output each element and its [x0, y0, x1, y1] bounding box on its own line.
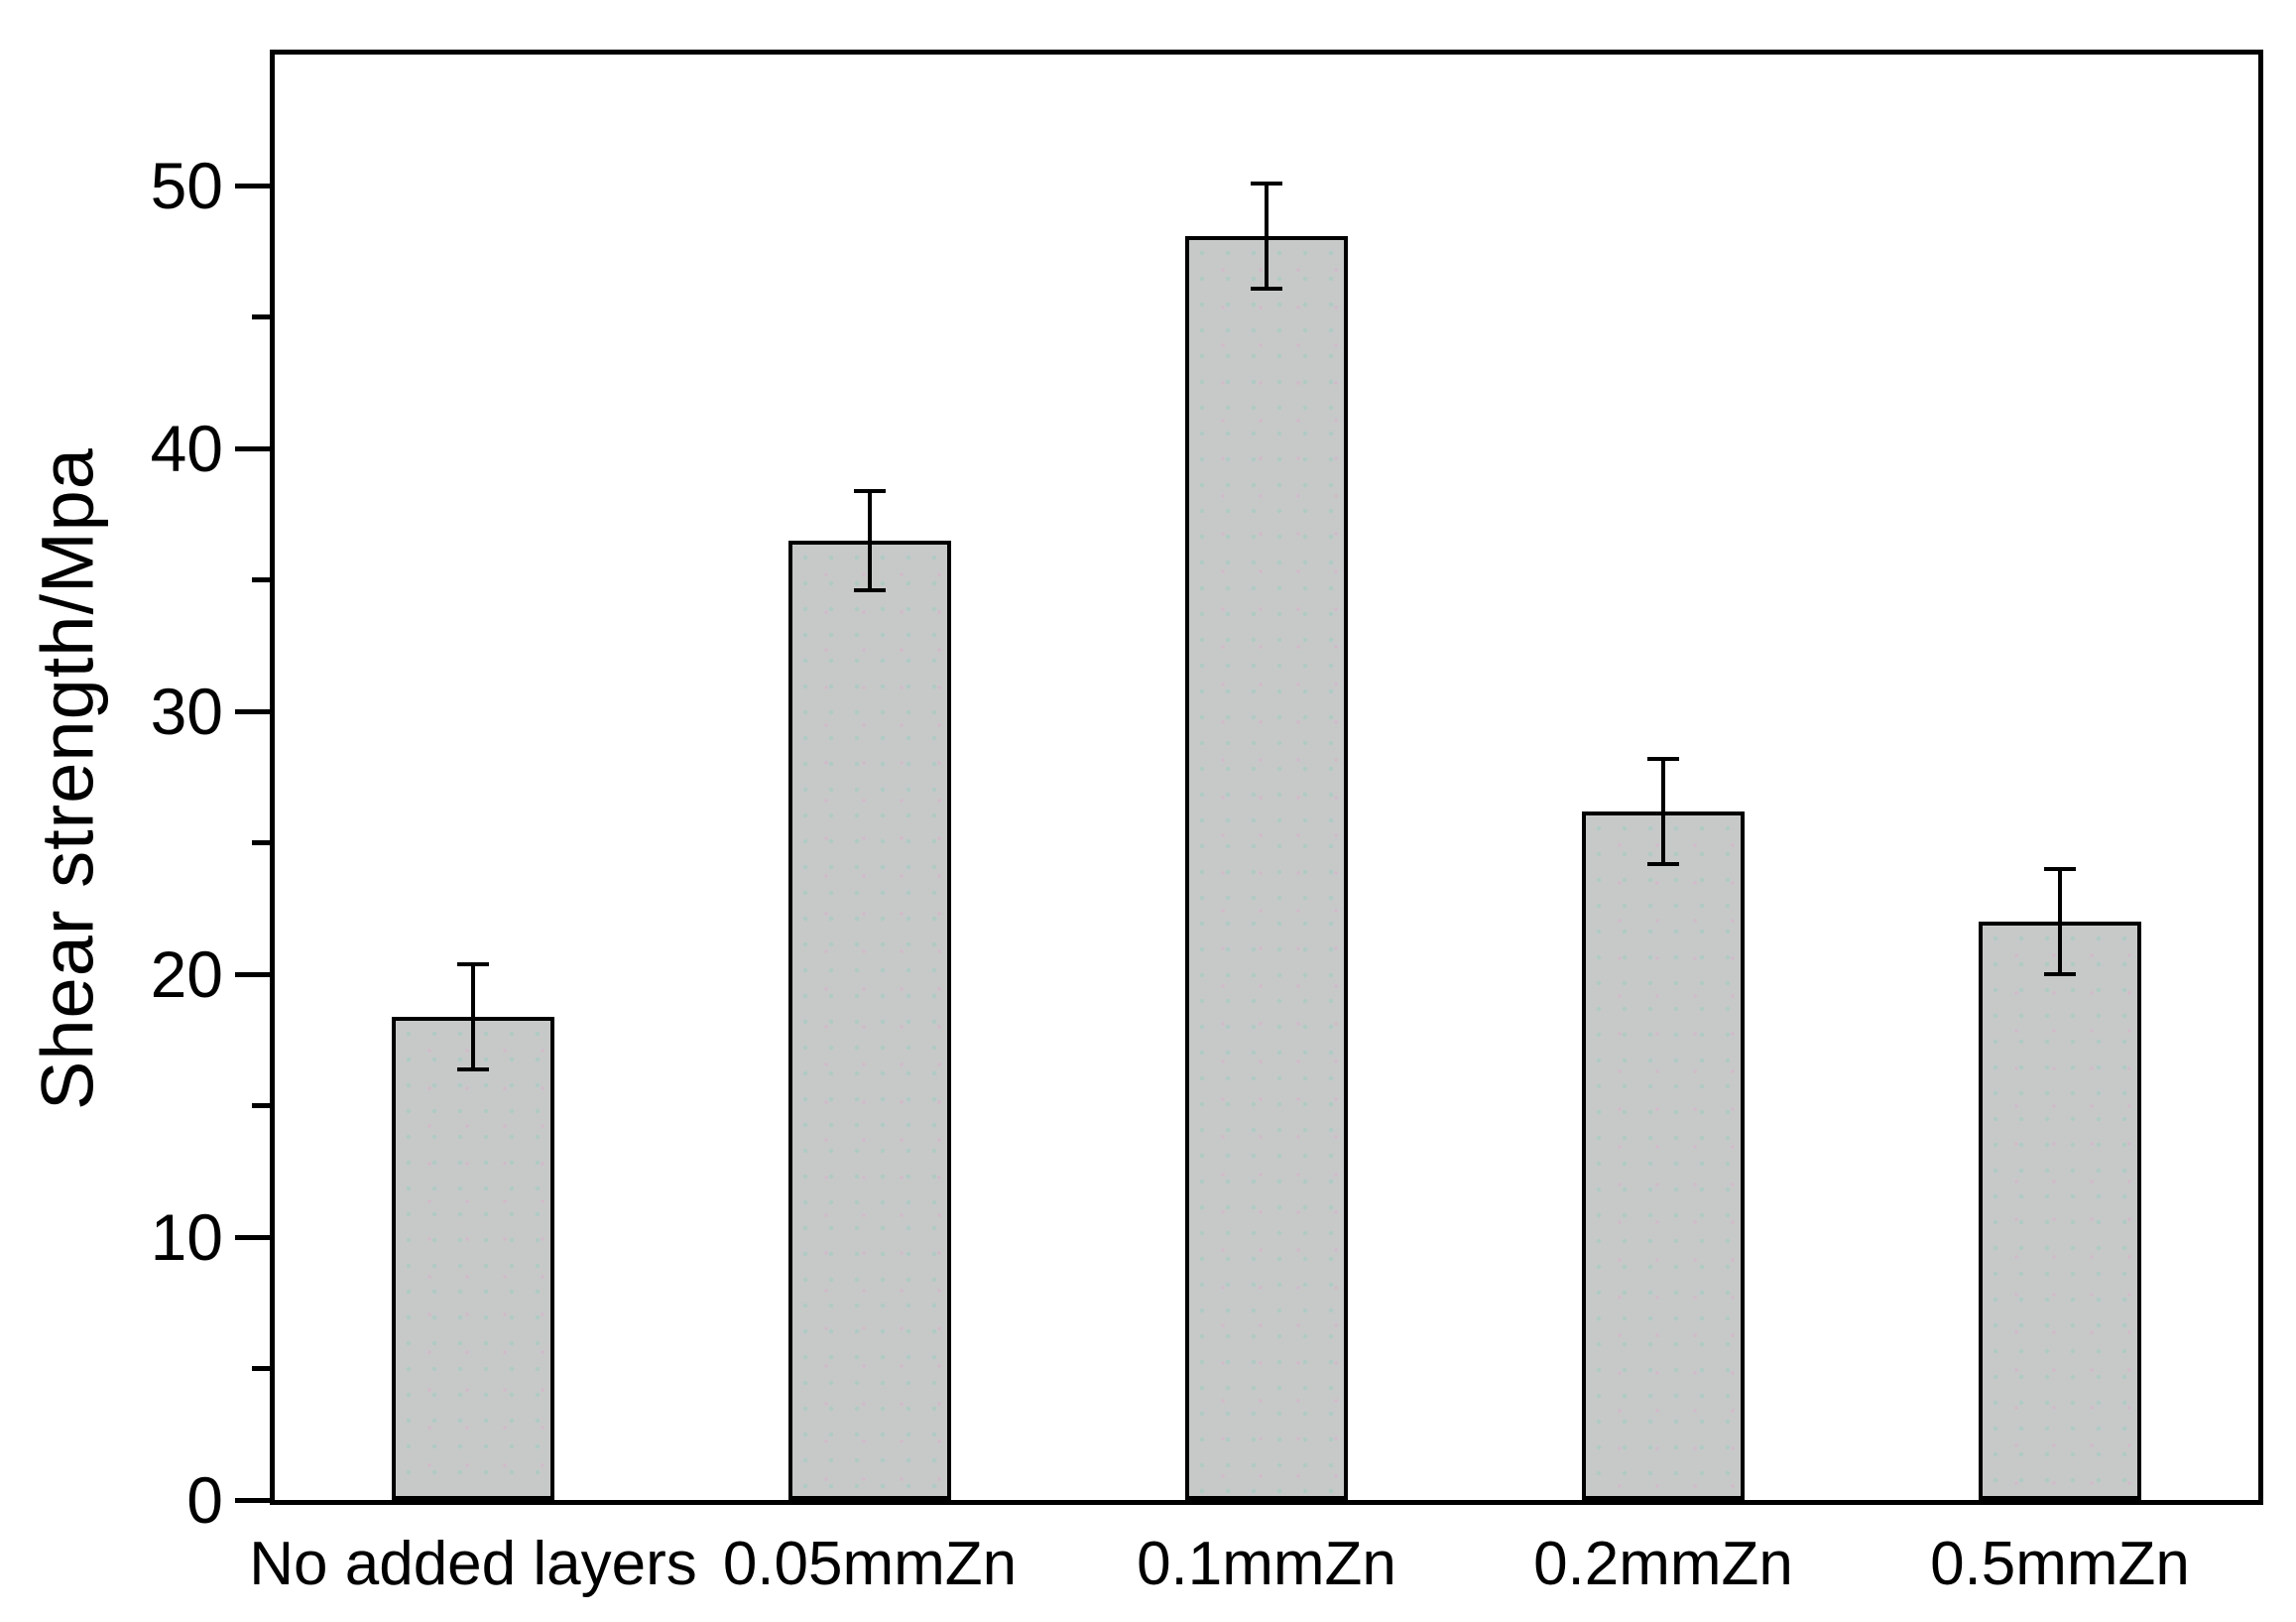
bar [1185, 235, 1348, 1500]
x-category-label: 0.2mmZn [1533, 1530, 1793, 1598]
error-bar-line [1265, 183, 1269, 289]
error-bar-cap-top [1647, 756, 1679, 761]
error-bar-cap-bottom [1251, 286, 1282, 291]
error-bar-line [471, 963, 475, 1069]
x-category-label: No added layers [249, 1530, 697, 1598]
error-bar-cap-top [457, 961, 489, 966]
y-tick-major [235, 971, 270, 977]
y-tick-minor [252, 840, 270, 846]
error-bar-line [868, 490, 872, 591]
y-tick-major [235, 445, 270, 451]
y-tick-minor [252, 1103, 270, 1109]
error-bar-cap-top [1251, 181, 1282, 186]
error-bar-line [1661, 758, 1665, 864]
error-bar-cap-bottom [1647, 861, 1679, 866]
error-bar-cap-bottom [854, 588, 886, 593]
error-bar-line [2058, 869, 2062, 975]
y-tick-major [235, 1234, 270, 1240]
bar [1582, 811, 1745, 1500]
y-tick-major [235, 1497, 270, 1503]
error-bar-cap-top [854, 488, 886, 493]
y-tick-label: 50 [150, 149, 223, 223]
y-tick-label: 10 [150, 1200, 223, 1275]
y-tick-major [235, 183, 270, 188]
bar [392, 1016, 554, 1500]
y-tick-label: 20 [150, 937, 223, 1012]
bar [788, 541, 951, 1500]
y-tick-label: 0 [186, 1463, 223, 1537]
bar [1979, 922, 2141, 1500]
y-tick-label: 40 [150, 412, 223, 486]
y-tick-major [235, 708, 270, 714]
x-category-label: 0.5mmZn [1930, 1530, 2190, 1598]
x-category-label: 0.1mmZn [1137, 1530, 1396, 1598]
y-tick-label: 30 [150, 675, 223, 749]
y-tick-minor [252, 577, 270, 583]
error-bar-cap-bottom [457, 1066, 489, 1071]
x-category-label: 0.05mmZn [722, 1530, 1018, 1598]
y-tick-minor [252, 314, 270, 320]
y-tick-minor [252, 1366, 270, 1372]
error-bar-cap-top [2044, 867, 2076, 872]
error-bar-cap-bottom [2044, 972, 2076, 977]
